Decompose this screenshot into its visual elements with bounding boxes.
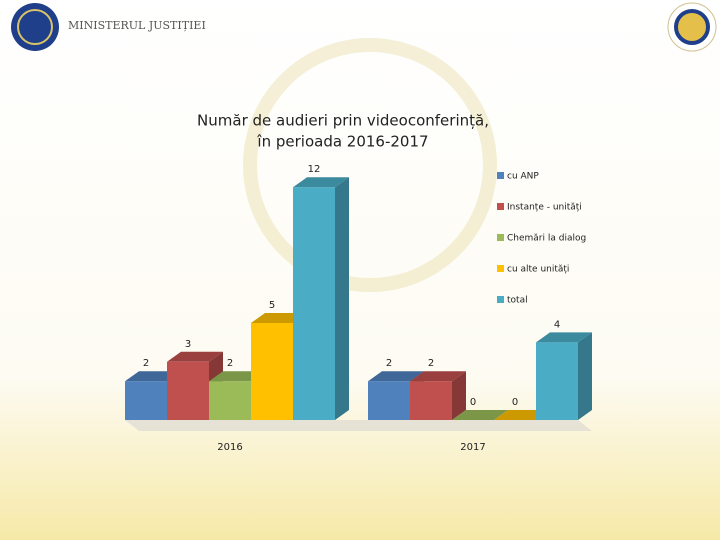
value-label: 2 (386, 358, 392, 369)
bar (293, 177, 349, 420)
bar (536, 332, 592, 420)
chart-title: în perioada 2016-2017 (256, 133, 428, 151)
bar-front (251, 323, 293, 420)
legend-swatch (497, 296, 504, 303)
chart-title: Număr de audieri prin videoconferință, (197, 112, 489, 130)
legend-swatch (497, 234, 504, 241)
x-tick-label: 2017 (460, 442, 485, 453)
bar-top (410, 371, 466, 382)
value-label: 2 (428, 358, 434, 369)
bar-side (335, 177, 349, 420)
legend-label: cu ANP (507, 172, 539, 182)
bar-front (167, 361, 209, 420)
legend-swatch (497, 203, 504, 210)
bar-front (209, 381, 251, 420)
bar (410, 371, 466, 420)
bar-front (410, 381, 452, 420)
legend-label: total (507, 296, 528, 306)
value-label: 0 (470, 397, 476, 408)
legend-label: Chemări la dialog (507, 234, 586, 244)
legend-label: Instanțe - unități (507, 203, 582, 213)
value-label: 2 (227, 358, 233, 369)
bar-front (536, 342, 578, 420)
value-label: 4 (554, 319, 560, 330)
logo-emblem (674, 9, 710, 45)
legend-swatch (497, 172, 504, 179)
watermark (243, 38, 497, 292)
bar-top (368, 371, 424, 382)
legend-label: cu alte unități (507, 265, 569, 275)
floor (125, 420, 592, 431)
bar-top (536, 332, 592, 343)
legend-swatch (497, 265, 504, 272)
logo-ring (17, 9, 53, 45)
bar-front (293, 187, 335, 420)
value-label: 2 (143, 358, 149, 369)
bar-front (368, 381, 410, 420)
value-label: 5 (269, 300, 275, 311)
bar-top (293, 177, 349, 188)
value-label: 12 (308, 164, 321, 175)
ministry-name: MINISTERUL JUSTIȚIEI (68, 19, 206, 32)
value-label: 3 (185, 339, 191, 350)
bar-side (578, 332, 592, 420)
bar-front (125, 381, 167, 420)
bar-top (452, 410, 508, 420)
value-label: 0 (512, 397, 518, 408)
bar (452, 410, 508, 420)
x-tick-label: 2016 (217, 442, 242, 453)
bar-side (452, 371, 466, 420)
bar-top (167, 351, 223, 362)
